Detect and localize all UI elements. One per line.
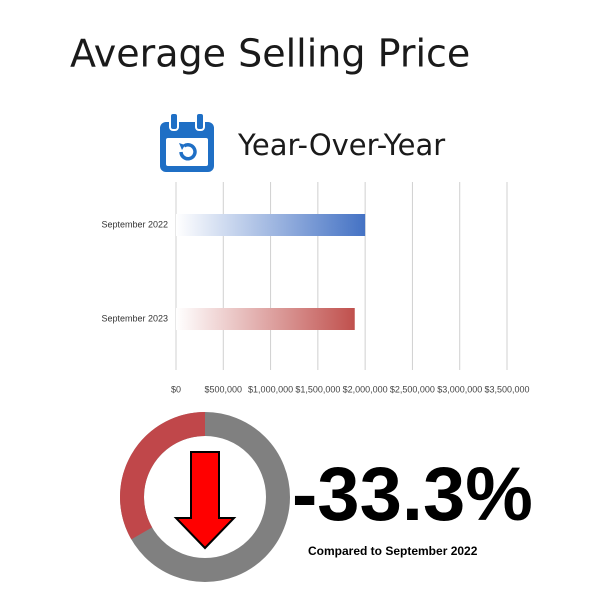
calendar-icon (160, 112, 214, 172)
change-value: -33.3% (292, 452, 533, 537)
x-tick-label: $0 (171, 384, 181, 394)
x-tick-label: $500,000 (205, 384, 243, 394)
bar (176, 308, 355, 330)
x-tick-label: $1,000,000 (248, 384, 293, 394)
x-tick-label: $3,000,000 (437, 384, 482, 394)
page-title: Average Selling Price (70, 32, 470, 76)
y-tick-label: September 2023 (101, 313, 168, 323)
change-caption: Compared to September 2022 (308, 544, 478, 558)
x-tick-label: $2,500,000 (390, 384, 435, 394)
x-tick-label: $2,000,000 (343, 384, 388, 394)
down-arrow (173, 451, 237, 550)
x-tick-label: $1,500,000 (295, 384, 340, 394)
donut-arc (120, 412, 206, 540)
y-tick-label: September 2022 (101, 219, 168, 229)
x-tick-label: $3,500,000 (484, 384, 529, 394)
subtitle: Year-Over-Year (237, 128, 445, 162)
donut (120, 412, 290, 582)
bar (176, 214, 366, 236)
